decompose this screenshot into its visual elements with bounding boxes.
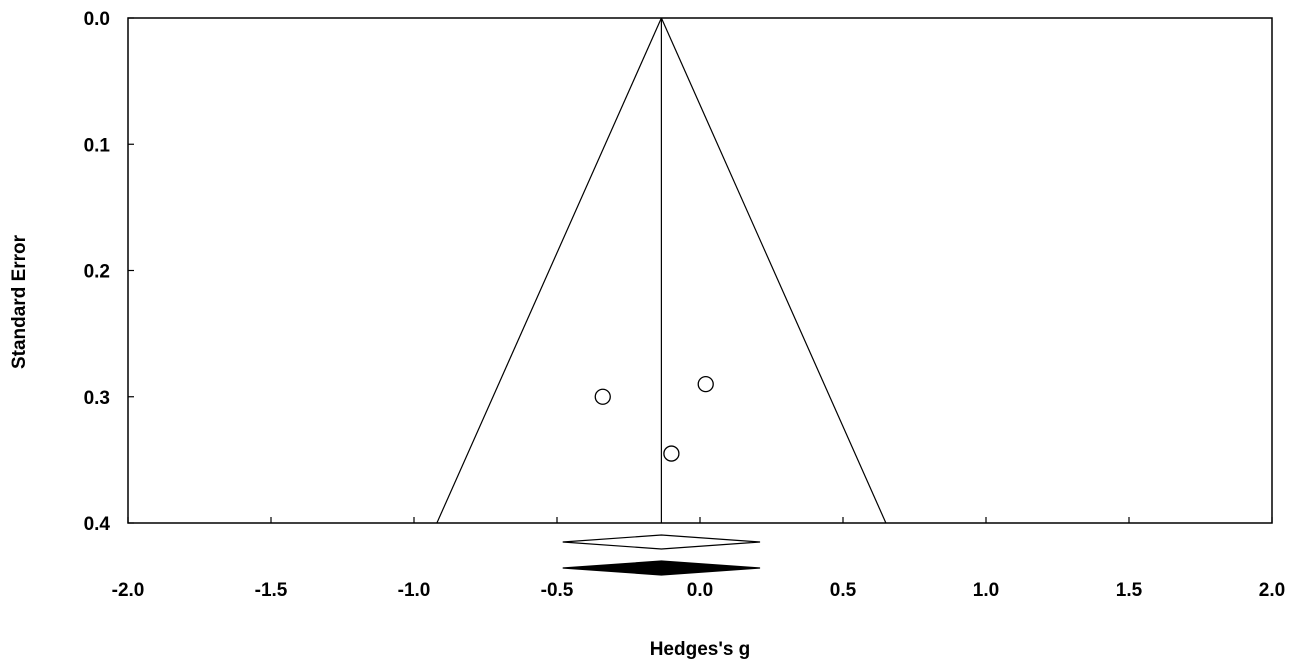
x-tick-label: -2.0 [112,580,145,601]
summary-diamond-filled [562,560,761,576]
x-tick-label: 1.0 [973,580,999,601]
funnel-right-limit-line [660,17,887,524]
x-tick-label: 2.0 [1259,580,1285,601]
y-axis-label: Standard Error [9,234,30,369]
study-point-1 [594,388,611,405]
y-tick-label: 0.4 [84,514,111,535]
study-point-2 [697,375,714,393]
y-tick-label: 0.0 [84,9,110,30]
x-tick-label: 0.0 [687,580,713,601]
x-axis-label: Hedges's g [650,639,751,660]
x-tick-label: -0.5 [541,580,574,601]
y-tick-label: 0.2 [84,262,110,283]
y-tick-label: 0.3 [84,388,110,409]
study-point-3 [663,445,680,462]
x-tick-label: 0.5 [830,580,857,601]
summary-diamond-open [562,534,761,550]
y-tick-label: 0.1 [84,135,111,156]
x-tick-label: -1.0 [398,580,431,601]
x-tick-label: 1.5 [1116,580,1143,601]
plot-frame [127,17,1273,524]
funnel-left-limit-line [436,17,662,524]
x-tick-label: -1.5 [255,580,288,601]
